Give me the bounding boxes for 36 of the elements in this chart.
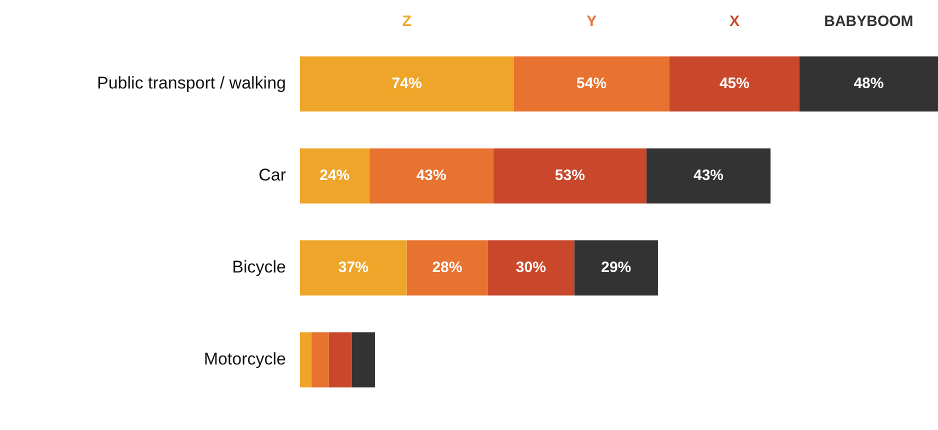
data-label: 43%	[693, 167, 724, 184]
bar	[352, 332, 376, 388]
bar	[493, 148, 646, 204]
series-label: Y	[586, 13, 597, 30]
data-label: 37%	[338, 259, 368, 276]
y-tick-label: Motorcycle	[204, 350, 286, 369]
series-label: Z	[402, 13, 412, 30]
data-label: 24%	[320, 167, 350, 184]
data-label: 48%	[854, 75, 884, 92]
series-label: X	[729, 13, 740, 30]
data-label: 45%	[719, 75, 750, 92]
bar	[369, 148, 494, 204]
bar	[406, 240, 488, 296]
bar	[670, 56, 800, 112]
bar	[300, 56, 514, 112]
series-label: BABYBOOM	[824, 13, 914, 30]
bar	[300, 148, 370, 204]
bar	[488, 240, 574, 296]
y-tick-label: Public transport / walking	[97, 74, 286, 93]
bar	[300, 332, 312, 388]
y-tick-label: Bicycle	[232, 258, 286, 277]
data-label: 30%	[516, 259, 546, 276]
data-label: 29%	[601, 259, 632, 276]
bar	[574, 240, 658, 296]
bar	[514, 56, 670, 112]
bar	[312, 332, 329, 388]
bar	[328, 332, 352, 388]
data-label: 53%	[554, 167, 585, 184]
bar	[300, 240, 407, 296]
y-tick-label: Car	[258, 166, 286, 185]
data-label: 54%	[576, 75, 607, 92]
data-label: 28%	[432, 259, 462, 276]
data-label: 43%	[416, 167, 446, 184]
bar	[646, 148, 771, 204]
bar	[799, 56, 938, 112]
data-label: 74%	[392, 75, 422, 92]
